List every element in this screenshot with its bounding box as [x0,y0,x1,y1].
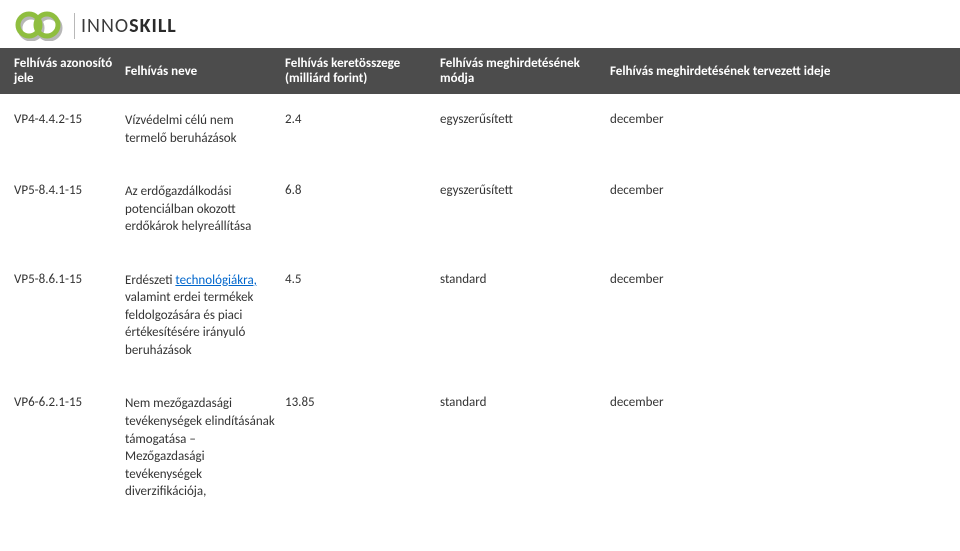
cell-id: VP5-8.6.1-15 [0,272,125,287]
cell-mode: egyszerűsített [440,112,610,127]
cell-name: Az erdőgazdálkodási potenciálban okozott… [125,183,285,236]
header-col-id: Felhívás azonosító jele [0,56,125,86]
logo-mark [14,11,68,41]
table-row: VP6-6.2.1-15 Nem mezőgazdasági tevékenys… [0,377,960,518]
header-col-mode-line1: Felhívás meghirdetésének [440,56,600,71]
cell-id: VP6-6.2.1-15 [0,395,125,410]
logo-separator [74,13,75,39]
header-col-name-text: Felhívás neve [125,64,275,79]
header-col-id-line1: Felhívás azonosító [14,56,115,71]
header-col-name: Felhívás neve [125,64,285,79]
cell-name: Nem mezőgazdasági tevékenységek elindítá… [125,395,285,500]
cell-budget: 4.5 [285,272,440,287]
cell-time: december [610,272,960,287]
header-col-mode: Felhívás meghirdetésének módja [440,56,610,86]
table-row: VP4-4.4.2-15 Vízvédelmi célú nem termelő… [0,94,960,165]
cell-time: december [610,395,960,410]
header-col-budget: Felhívás keretösszege (milliárd forint) [285,56,440,86]
cell-budget: 6.8 [285,183,440,198]
table-row: VP5-8.4.1-15 Az erdőgazdálkodási potenci… [0,165,960,254]
cell-time: december [610,183,960,198]
header-col-mode-line2: módja [440,71,600,86]
header-col-budget-line1: Felhívás keretösszege [285,56,430,71]
cell-budget: 13.85 [285,395,440,410]
table-header: Felhívás azonosító jele Felhívás neve Fe… [0,48,960,94]
logo-text-light: INNO [81,14,129,38]
cell-mode: egyszerűsített [440,183,610,198]
logo-bar: INNOSKILL [0,0,960,48]
cell-time: december [610,112,960,127]
cell-budget: 2.4 [285,112,440,127]
cell-name-pre: Erdészeti [125,273,175,288]
header-col-time-text: Felhívás meghirdetésének tervezett ideje [610,64,946,79]
cell-name: Vízvédelmi célú nem termelő beruházások [125,112,285,147]
header-col-id-line2: jele [14,71,115,86]
cell-id: VP4-4.4.2-15 [0,112,125,127]
cell-name-post: valamint erdei termékek feldolgozására é… [125,290,253,358]
cell-id: VP5-8.4.1-15 [0,183,125,198]
logo-text: INNOSKILL [81,14,177,38]
header-col-budget-line2: (milliárd forint) [285,71,430,86]
table-row: VP5-8.6.1-15 Erdészeti technológiákra, v… [0,254,960,378]
cell-name: Erdészeti technológiákra, valamint erdei… [125,272,285,360]
cell-name-link[interactable]: technológiákra, [175,273,257,288]
logo-text-bold: SKILL [129,14,177,38]
header-col-time: Felhívás meghirdetésének tervezett ideje [610,64,960,79]
cell-mode: standard [440,395,610,410]
cell-mode: standard [440,272,610,287]
